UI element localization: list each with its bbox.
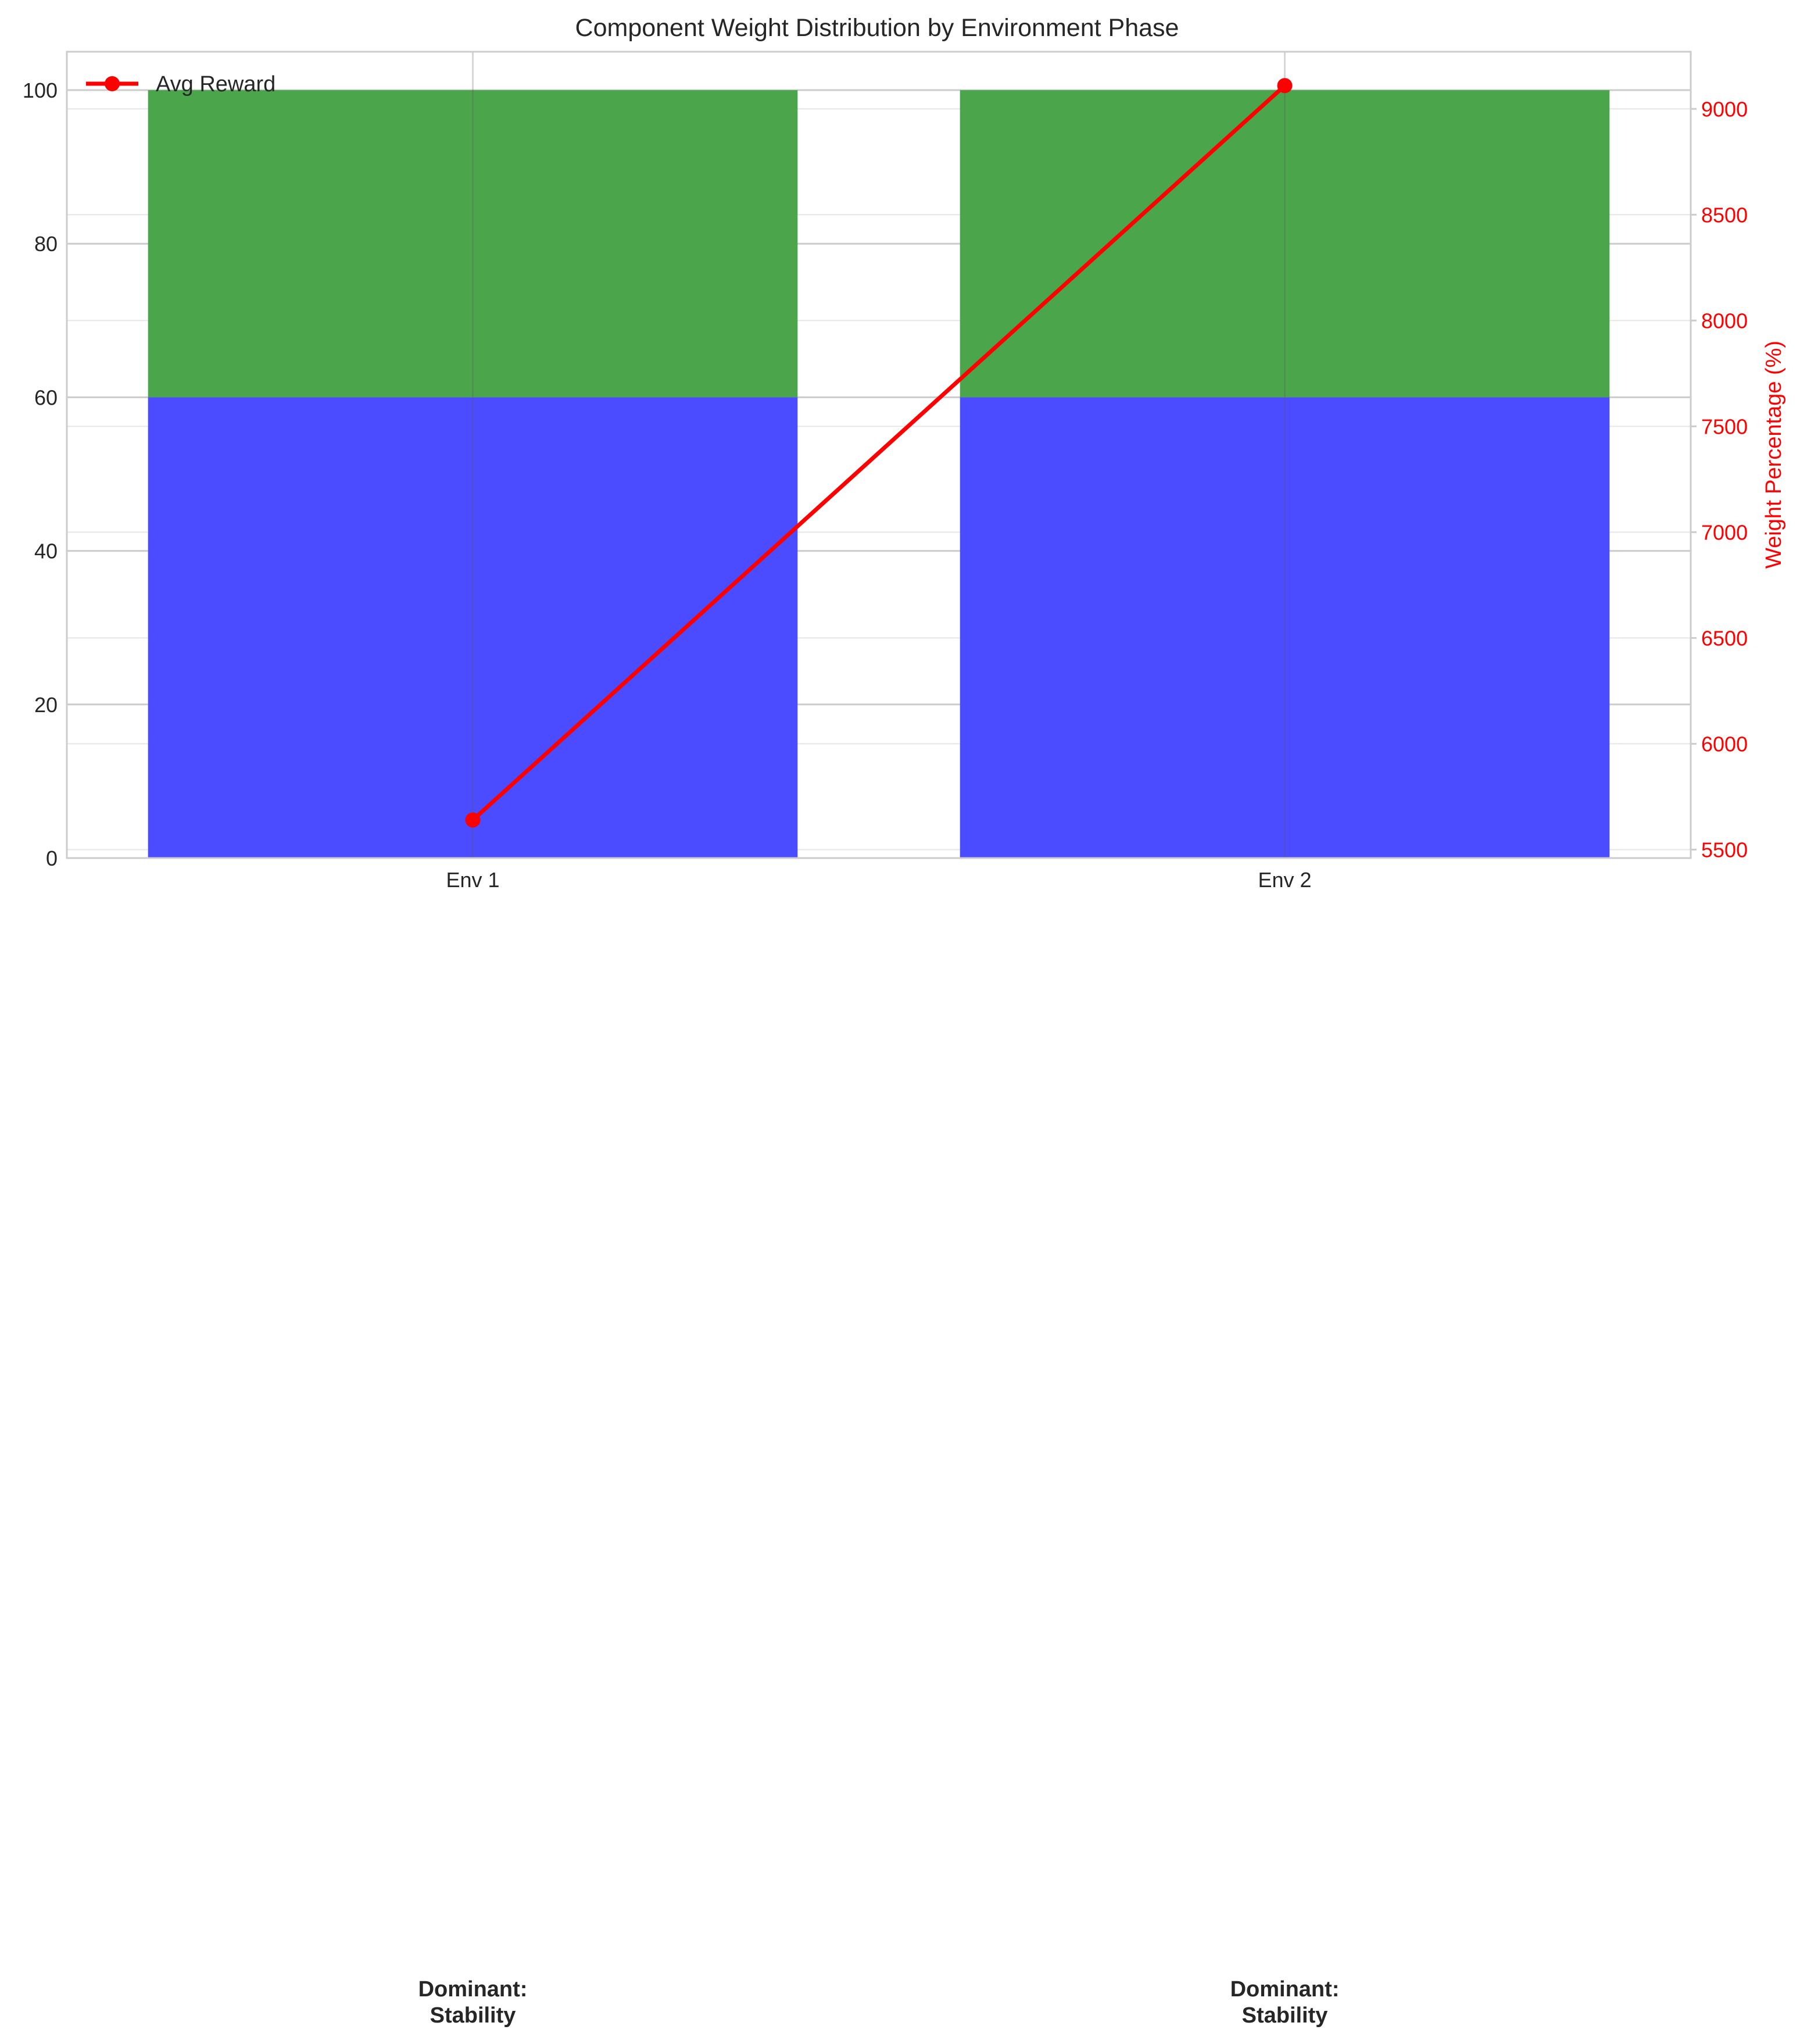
avg-reward-point [465, 812, 481, 828]
y2-tick-label: 8000 [1701, 309, 1748, 333]
legend-marker [105, 76, 120, 91]
dominant-annotation: Dominant: Stability [1230, 1977, 1340, 2028]
bars [148, 52, 1610, 858]
y2-tick-label: 9000 [1701, 97, 1748, 121]
y-tick-label: 0 [46, 846, 58, 870]
bar-segment [148, 90, 798, 398]
bar-segment [148, 397, 798, 858]
y2-tick-label: 7000 [1701, 520, 1748, 544]
annotations: Dominant: Stability Dominant: Stability [418, 1977, 1340, 2028]
y-tick-label: 100 [23, 78, 58, 102]
avg-reward-series-line [471, 84, 1286, 822]
avg-reward-line [465, 78, 1293, 828]
y-tick-label: 80 [34, 232, 58, 256]
y2-tick-label: 6000 [1701, 732, 1748, 756]
legend: Avg Reward [86, 72, 275, 97]
y-axis-left: 0 20 40 60 80 100 [23, 78, 58, 870]
y-tick-label: 40 [34, 539, 58, 563]
y2-tick-label: 6500 [1701, 626, 1748, 650]
bar-segment [960, 397, 1610, 858]
y-axis-right: 5500 6000 6500 7000 7500 8000 8500 9000 [1691, 97, 1748, 862]
dominant-annotation: Dominant: Stability [418, 1977, 528, 2028]
y2-tick-label: 8500 [1701, 203, 1748, 227]
y-tick-label: 20 [34, 693, 58, 717]
y-tick-label: 60 [34, 385, 58, 409]
legend-label-avg-reward: Avg Reward [156, 72, 275, 97]
x-axis: Env 1 Env 2 [446, 868, 1311, 892]
chart-title: Component Weight Distribution by Environ… [575, 14, 1179, 42]
x-tick-label: Env 1 [446, 868, 499, 892]
x-tick-label: Env 2 [1258, 868, 1311, 892]
right-axis-label: Weight Percentage (%) [1762, 341, 1786, 569]
avg-reward-point [1277, 78, 1293, 94]
plot-frame [66, 51, 1692, 859]
y2-tick-label: 7500 [1701, 414, 1748, 438]
y2-tick-label: 5500 [1701, 838, 1748, 862]
bar-segment [960, 90, 1610, 398]
